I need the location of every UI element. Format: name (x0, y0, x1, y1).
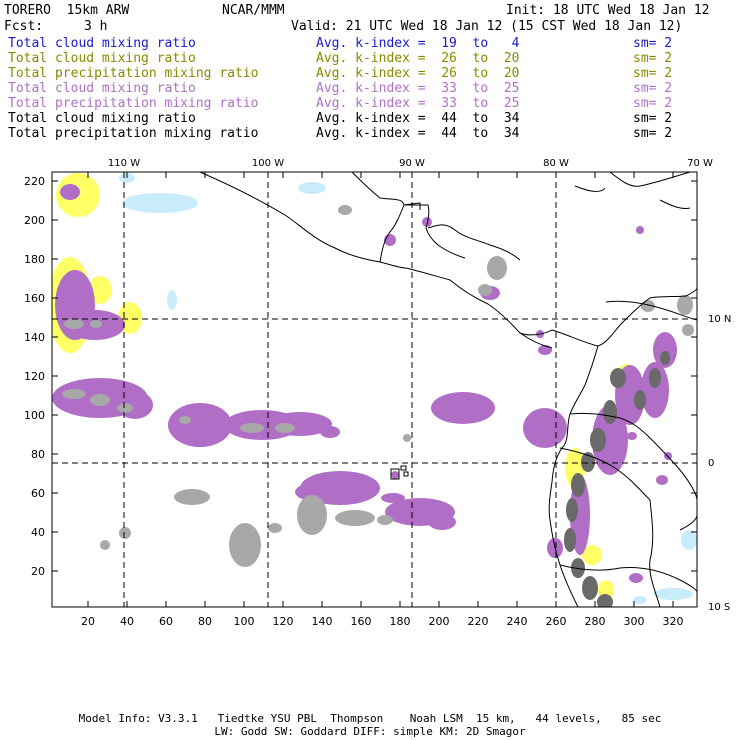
legend-row: Total cloud mixing ratio Avg. k-index = … (8, 36, 708, 51)
legend-avg: Avg. k-index = 33 to 25 (316, 96, 520, 111)
x-tick-label: 140 (312, 615, 333, 628)
y-tick-label: 120 (24, 370, 45, 383)
x-tick-label: 100 (234, 615, 255, 628)
legend-avg: Avg. k-index = 33 to 25 (316, 81, 520, 96)
y-tick-labels: 20 40 60 80 100 120 140 160 180 200 220 (24, 175, 45, 578)
forecast-hour: 3 h (84, 19, 108, 34)
legend-sm: sm= 2 (633, 126, 673, 141)
legend-sm: sm= 2 (633, 111, 673, 126)
model-info-line2: LW: Godd SW: Goddard DIFF: simple KM: 2D… (214, 725, 526, 738)
legend-sm: sm= 2 (633, 96, 673, 111)
x-tick-label: 220 (468, 615, 489, 628)
y-tick-label: 60 (31, 487, 45, 500)
legend-label: Total cloud mixing ratio (8, 51, 196, 66)
x-tick-label: 40 (120, 615, 134, 628)
lon-label: 100 W (252, 158, 284, 169)
x-tick-label: 180 (390, 615, 411, 628)
legend-sm: sm= 2 (633, 66, 673, 81)
legend-avg: Avg. k-index = 44 to 34 (316, 126, 520, 141)
legend-avg: Avg. k-index = 26 to 20 (316, 66, 520, 81)
lat-label: 10 S (708, 602, 730, 613)
legend-row: Total cloud mixing ratio Avg. k-index = … (8, 81, 708, 96)
lon-label: 80 W (543, 158, 569, 169)
y-tick-label: 40 (31, 526, 45, 539)
x-tick-label: 60 (159, 615, 173, 628)
model-title: TORERO 15km ARW (4, 3, 130, 18)
legend-row: Total cloud mixing ratio Avg. k-index = … (8, 111, 708, 126)
gray-cloud-areas (62, 205, 694, 567)
coastlines (199, 172, 697, 607)
latitude-labels: 10 N 0 10 S (708, 314, 731, 613)
longitude-labels: 110 W 100 W 90 W 80 W 70 W (108, 158, 713, 169)
legend-avg: Avg. k-index = 26 to 20 (316, 51, 520, 66)
galapagos-islands (390, 465, 409, 480)
x-tick-label: 240 (507, 615, 528, 628)
legend-sm: sm= 2 (633, 51, 673, 66)
x-tick-labels: 20 40 60 80 100 120 140 160 180 200 220 … (81, 615, 684, 628)
init-time: Init: 18 UTC Wed 18 Jan 12 (506, 3, 710, 18)
legend-row: Total precipitation mixing ratio Avg. k-… (8, 96, 708, 111)
x-tick-label: 20 (81, 615, 95, 628)
lat-label: 0 (708, 458, 714, 469)
lon-label: 110 W (108, 158, 140, 169)
legend-label: Total cloud mixing ratio (8, 111, 196, 126)
plot-frame (51, 171, 698, 608)
legend-label: Total cloud mixing ratio (8, 81, 196, 96)
legend-label: Total precipitation mixing ratio (8, 96, 259, 111)
legend-row: Total precipitation mixing ratio Avg. k-… (8, 126, 708, 141)
legend-row: Total cloud mixing ratio Avg. k-index = … (8, 51, 708, 66)
lat-label: 10 N (708, 314, 731, 325)
y-tick-label: 200 (24, 214, 45, 227)
y-tick-label: 140 (24, 331, 45, 344)
legend-label: Total cloud mixing ratio (8, 36, 196, 51)
legend-row: Total precipitation mixing ratio Avg. k-… (8, 66, 708, 81)
y-tick-label: 220 (24, 175, 45, 188)
lat-lon-grid (52, 172, 697, 607)
x-tick-label: 200 (429, 615, 450, 628)
y-tick-label: 20 (31, 565, 45, 578)
y-tick-label: 80 (31, 448, 45, 461)
x-tick-label: 80 (198, 615, 212, 628)
x-tick-label: 160 (351, 615, 372, 628)
x-tick-label: 280 (585, 615, 606, 628)
axis-ticks (52, 172, 697, 607)
x-tick-label: 320 (663, 615, 684, 628)
valid-time: Valid: 21 UTC Wed 18 Jan 12 (15 CST Wed … (291, 19, 683, 34)
forecast-label: Fcst: (4, 19, 44, 34)
x-tick-label: 260 (546, 615, 567, 628)
legend-sm: sm= 2 (633, 81, 673, 96)
x-tick-label: 120 (273, 615, 294, 628)
lon-label: 70 W (687, 158, 713, 169)
cyan-cloud-areas (119, 173, 697, 604)
x-tick-label: 300 (624, 615, 645, 628)
model-info-line1: Model Info: V3.3.1 Tiedtke YSU PBL Thomp… (78, 712, 662, 725)
center-name: NCAR/MMM (222, 3, 285, 18)
y-tick-label: 160 (24, 292, 45, 305)
legend-avg: Avg. k-index = 19 to 4 (316, 36, 520, 51)
legend-label: Total precipitation mixing ratio (8, 66, 259, 81)
dark-precip-areas (564, 351, 670, 607)
y-tick-label: 180 (24, 253, 45, 266)
lon-label: 90 W (399, 158, 425, 169)
legend-sm: sm= 2 (633, 36, 673, 51)
legend-avg: Avg. k-index = 44 to 34 (316, 111, 520, 126)
legend-label: Total precipitation mixing ratio (8, 126, 259, 141)
y-tick-label: 100 (24, 409, 45, 422)
